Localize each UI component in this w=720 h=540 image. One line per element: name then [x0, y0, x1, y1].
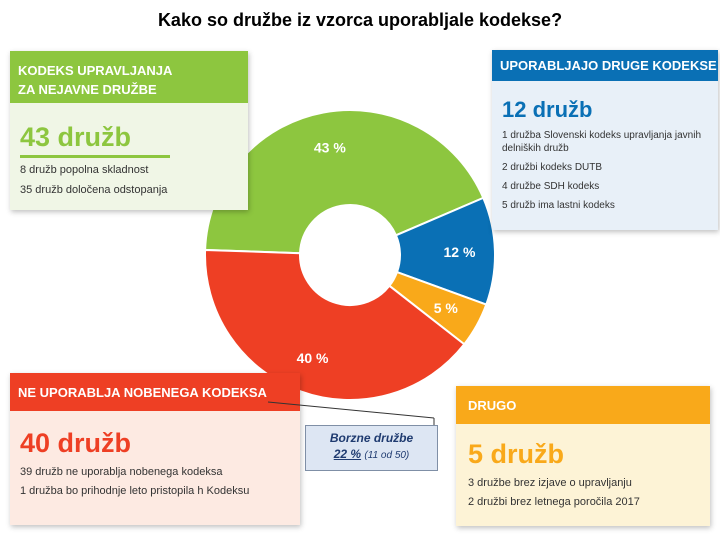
card-count: 5 družb	[468, 439, 565, 469]
card-heading: NE UPORABLJA NOBENEGA KODEKSA	[10, 373, 300, 411]
borzne-druzbe-callout: Borzne družbe 22 % (11 od 50)	[305, 425, 438, 471]
card-detail: 3 družbe brez izjave o upravljanju	[468, 477, 632, 489]
card-heading: KODEKS UPRAVLJANJA ZA NEJAVNE DRUŽBE	[10, 51, 248, 103]
callout-value: 22 % (11 od 50)	[306, 447, 437, 461]
card-detail: 8 družb popolna skladnost	[20, 164, 149, 176]
callout-title: Borzne družbe	[329, 431, 414, 445]
card-drugi-kodeksi: UPORABLJAJO DRUGE KODEKSE 12 družb 1 dru…	[492, 50, 718, 230]
card-heading: UPORABLJAJO DRUGE KODEKSE	[492, 50, 718, 81]
card-nejavne-druzbe: KODEKS UPRAVLJANJA ZA NEJAVNE DRUŽBE 43 …	[10, 51, 248, 210]
card-detail: 4 družbe SDH kodeks	[502, 181, 600, 192]
callout-detail: (11 od 50)	[364, 450, 410, 461]
slice-label: 40 %	[297, 350, 329, 366]
card-detail: 2 družbi kodeks DUTB	[502, 162, 603, 173]
slice-brez-kodeksa	[204, 248, 466, 401]
card-heading: DRUGO	[456, 386, 710, 424]
card-count: 40 družb	[20, 428, 132, 458]
card-detail: 1 družba bo prihodnje leto pristopila h …	[20, 485, 250, 497]
card-brez-kodeksa: NE UPORABLJA NOBENEGA KODEKSA 40 družb 3…	[10, 373, 300, 525]
card-drugo: DRUGO 5 družb 3 družbe brez izjave o upr…	[456, 386, 710, 526]
card-detail: 1 družba Slovenski kodeks upravljanja ja…	[502, 130, 702, 154]
card-detail: 35 družb določena odstopanja	[20, 184, 168, 196]
slice-label: 43 %	[314, 139, 346, 155]
card-heading-line-2: ZA NEJAVNE DRUŽBE	[18, 82, 157, 97]
slice-label: 12 %	[443, 244, 475, 260]
card-heading-line-1: KODEKS UPRAVLJANJA	[18, 63, 173, 78]
slice-label: 5 %	[434, 300, 459, 316]
card-detail: 39 družb ne uporablja nobenega kodeksa	[20, 466, 223, 478]
card-count: 43 družb	[20, 122, 132, 152]
callout-percent-link[interactable]: 22 %	[333, 447, 362, 461]
count-underline	[20, 155, 170, 158]
page-title: Kako so družbe iz vzorca uporabljale kod…	[157, 10, 563, 30]
card-count: 12 družb	[502, 97, 593, 122]
card-detail: 2 družbi brez letnega poročila 2017	[468, 496, 640, 508]
card-detail: 5 družb ima lastni kodeks	[502, 200, 615, 211]
